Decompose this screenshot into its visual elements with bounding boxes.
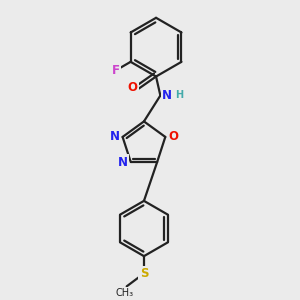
Text: O: O	[128, 81, 138, 94]
Text: N: N	[162, 89, 172, 102]
Text: F: F	[112, 64, 120, 77]
Text: CH₃: CH₃	[115, 288, 133, 298]
Text: O: O	[168, 130, 178, 143]
Text: S: S	[140, 267, 148, 280]
Text: N: N	[118, 155, 128, 169]
Text: N: N	[110, 130, 120, 143]
Text: H: H	[175, 90, 183, 100]
